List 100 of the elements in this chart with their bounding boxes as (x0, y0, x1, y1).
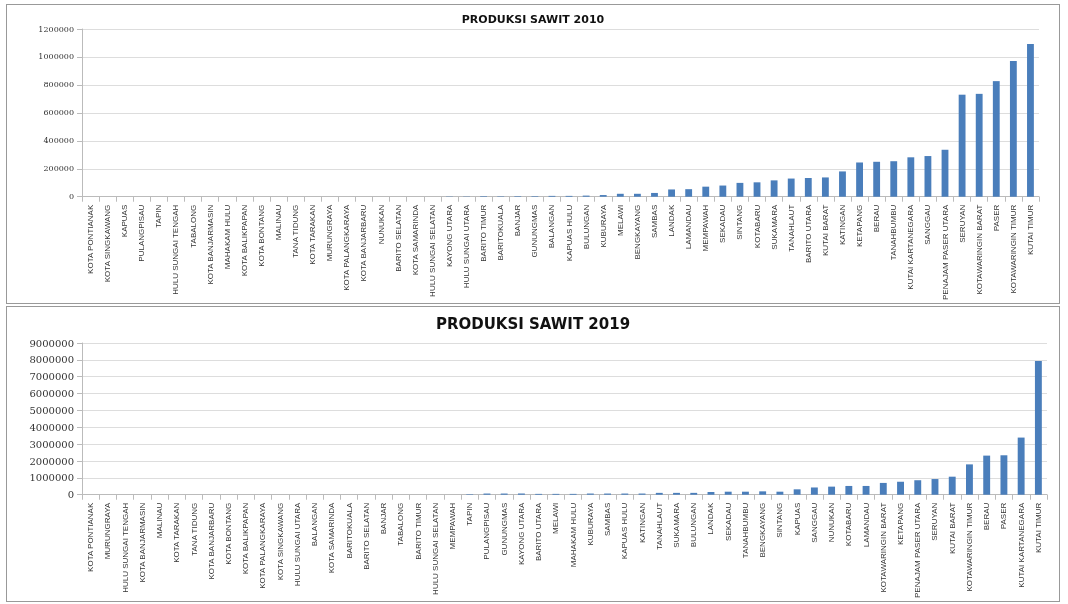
bar (1000, 455, 1008, 495)
bar (890, 161, 898, 197)
x-tick-label: TANAHBUMBU (889, 204, 899, 261)
bar (702, 186, 710, 197)
x-tick-label: MALINAU (274, 204, 284, 241)
x-tick-label: BARITO SELATAN (393, 204, 403, 272)
bar (616, 193, 624, 197)
y-tick-label: 3000000 (29, 438, 74, 450)
x-tick-label: BERAU (982, 502, 992, 531)
x-tick-label: BARITO TIMUR (413, 502, 423, 560)
bar (776, 491, 784, 495)
x-tick-label: PULANGPISAU (137, 204, 147, 262)
bar (873, 161, 881, 197)
x-tick-label: SUKAMARA (769, 204, 779, 250)
bar (707, 492, 715, 495)
x-tick-label: GUNUNGMAS (499, 502, 509, 556)
x-tick-label: SINTANG (735, 204, 745, 240)
x-tick-label: KOTA PONTIANAK (86, 204, 96, 274)
x-tick-label: KUTAI BARAT (947, 502, 957, 554)
x-tick-label: TANAHLAUT (654, 502, 664, 550)
x-tick-label: SANGGAU (809, 502, 819, 543)
chart-title: PRODUKSI SAWIT 2010 (461, 13, 605, 26)
bar (741, 491, 749, 495)
x-tick-label: MELAWI (615, 204, 625, 236)
x-tick-label: KAYONG UTARA (444, 204, 454, 268)
x-tick-label: SAMBAS (603, 502, 613, 537)
bar (992, 81, 1000, 197)
x-tick-label: BALANGAN (310, 502, 320, 547)
x-tick-label: TANAHLAUT (786, 204, 796, 252)
x-tick-label: BULUNGAN (689, 502, 699, 548)
x-tick-label: MEMPAWAH (447, 502, 457, 550)
bar (828, 486, 836, 495)
x-tick-label: PENAJAM PASER UTARA (940, 204, 950, 300)
x-tick-label: SUKAMARA (672, 502, 682, 548)
x-tick-label: MALINAU (155, 502, 165, 539)
y-tick-label: 1200000 (38, 24, 74, 34)
x-tick-label: KUTAI TIMUR (1033, 502, 1043, 554)
x-tick-label: BARITO UTARA (803, 204, 813, 264)
x-tick-label: KOTABARU (752, 204, 762, 249)
x-tick-label: BANJAR (379, 502, 389, 535)
x-tick-label: HULU SUNGAI TENGAH (120, 502, 130, 593)
bar (724, 491, 732, 495)
x-tick-label: KOTA BANJARBARU (206, 502, 216, 580)
x-tick-label: KAPUAS HULU (620, 502, 630, 560)
x-tick-label: KAPUAS HULU (564, 204, 574, 262)
bar (821, 177, 829, 197)
x-tick-label: BARITO SELATAN (361, 502, 371, 570)
y-tick-label: 800000 (43, 80, 74, 90)
bar (1034, 361, 1042, 495)
x-tick-label: KOTA PALANGKARAYA (258, 502, 268, 589)
x-tick-label: TANA TIDUNG (291, 204, 301, 258)
x-tick-label: KOTA SINGKAWANG (103, 204, 113, 283)
x-tick-label: HULU SUNGAI SELATAN (430, 502, 440, 595)
bar (856, 162, 863, 197)
x-tick-label: BALANGAN (547, 204, 557, 249)
x-tick-label: MAHAKAM HULU (222, 204, 232, 270)
x-tick-label: PASER (991, 204, 1001, 232)
x-tick-label: LANDAK (667, 204, 677, 237)
x-tick-label: MELAWI (551, 502, 561, 534)
y-tick-label: 1000000 (38, 52, 74, 62)
x-tick-label: KOTA BANJARMASIN (205, 204, 215, 285)
bar (862, 485, 870, 495)
x-tick-label: BARITOKUALA (344, 502, 354, 559)
bar (897, 481, 904, 495)
bar (1027, 43, 1034, 197)
x-tick-label: KAYONG UTARA (516, 502, 526, 566)
x-tick-label: NUNUKAN (376, 204, 386, 245)
x-tick-label: KOTA BANJARMASIN (137, 502, 147, 583)
x-tick-label: KOTA BALIKPAPAN (239, 204, 249, 277)
y-tick-label: 8000000 (29, 354, 74, 366)
x-tick-label: GUNUNGMAS (530, 204, 540, 258)
x-tick-label: KATINGAN (637, 502, 647, 544)
bar (651, 192, 658, 197)
y-tick-label: 0 (68, 192, 74, 202)
x-tick-label: KOTA BANJARBARU (359, 204, 369, 282)
x-tick-label: TABALONG (188, 204, 198, 248)
y-tick-label: 5000000 (29, 404, 74, 416)
x-tick-label: KATINGAN (837, 204, 847, 246)
bar (804, 177, 812, 197)
bar (753, 182, 761, 197)
x-tick-label: MURUNGRAYA (325, 204, 335, 262)
bar (759, 491, 767, 495)
x-tick-label: KAPUAS (120, 204, 130, 238)
y-tick-label: 6000000 (29, 388, 74, 400)
x-tick-label: KOTAWARINGIN BARAT (878, 502, 888, 593)
x-tick-label: KOTA SINGKAWANG (275, 502, 285, 581)
x-tick-label: TABALONG (396, 502, 406, 546)
x-tick-label: TAPIN (154, 204, 164, 228)
bar (1009, 61, 1017, 197)
x-tick-label: KOTAWARINGIN BARAT (974, 204, 984, 295)
y-tick-label: 9000000 (29, 337, 74, 349)
x-tick-label: KOTA BONTANG (223, 502, 233, 565)
x-tick-label: HULU SUNGAI SELATAN (427, 204, 437, 297)
x-tick-label: KUTAI BARAT (820, 204, 830, 256)
bar (914, 480, 922, 495)
x-tick-label: SEKADAU (718, 204, 728, 243)
chart-title: PRODUKSI SAWIT 2019 (435, 314, 631, 333)
x-tick-label: KOTA TARAKAN (308, 204, 318, 265)
bar (685, 189, 693, 197)
x-tick-label: BARITO TIMUR (479, 204, 489, 262)
